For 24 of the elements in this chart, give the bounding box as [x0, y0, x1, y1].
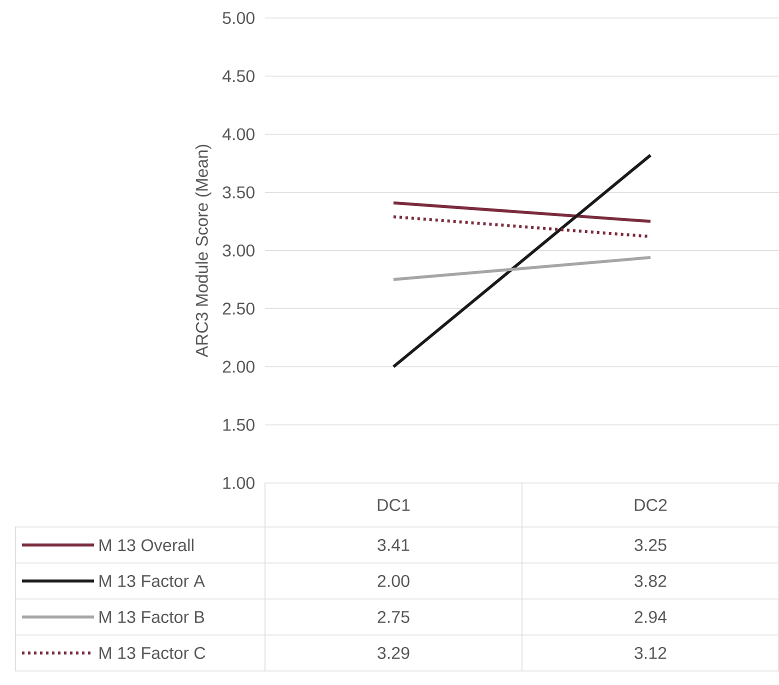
y-tick-label: 3.50: [222, 186, 254, 198]
y-tick-label: 3.00: [222, 244, 254, 257]
data-label: 3.41: [378, 538, 410, 552]
y-tick-label: 1.00: [223, 476, 254, 490]
x-tick-label: DC2: [634, 498, 667, 512]
data-label: 3.25: [634, 538, 666, 552]
legend-label: M 13 Factor B: [100, 610, 204, 624]
y-tick-label: 4.50: [222, 70, 254, 82]
y-tick-label: 4.00: [222, 128, 254, 140]
y-tick-label: 1.50: [223, 418, 254, 431]
legend-label: M 13 Factor C: [100, 646, 206, 660]
data-label: 3.29: [378, 646, 410, 660]
legend-label: M 13 Overall: [100, 538, 194, 552]
y-tick-label: 5.00: [222, 12, 254, 24]
legend-label: M 13 Factor A: [100, 574, 205, 588]
x-tick-label: DC1: [378, 498, 410, 512]
y-axis-title: ARC3 Module Score (Mean): [195, 144, 212, 358]
y-tick-label: 2.50: [222, 302, 254, 315]
y-tick-label: 2.00: [222, 360, 254, 373]
data-label: 3.82: [634, 574, 666, 588]
data-label: 2.94: [634, 610, 667, 624]
data-label: 2.75: [378, 610, 410, 624]
data-label: 2.00: [378, 574, 410, 588]
data-label: 3.12: [634, 646, 666, 660]
